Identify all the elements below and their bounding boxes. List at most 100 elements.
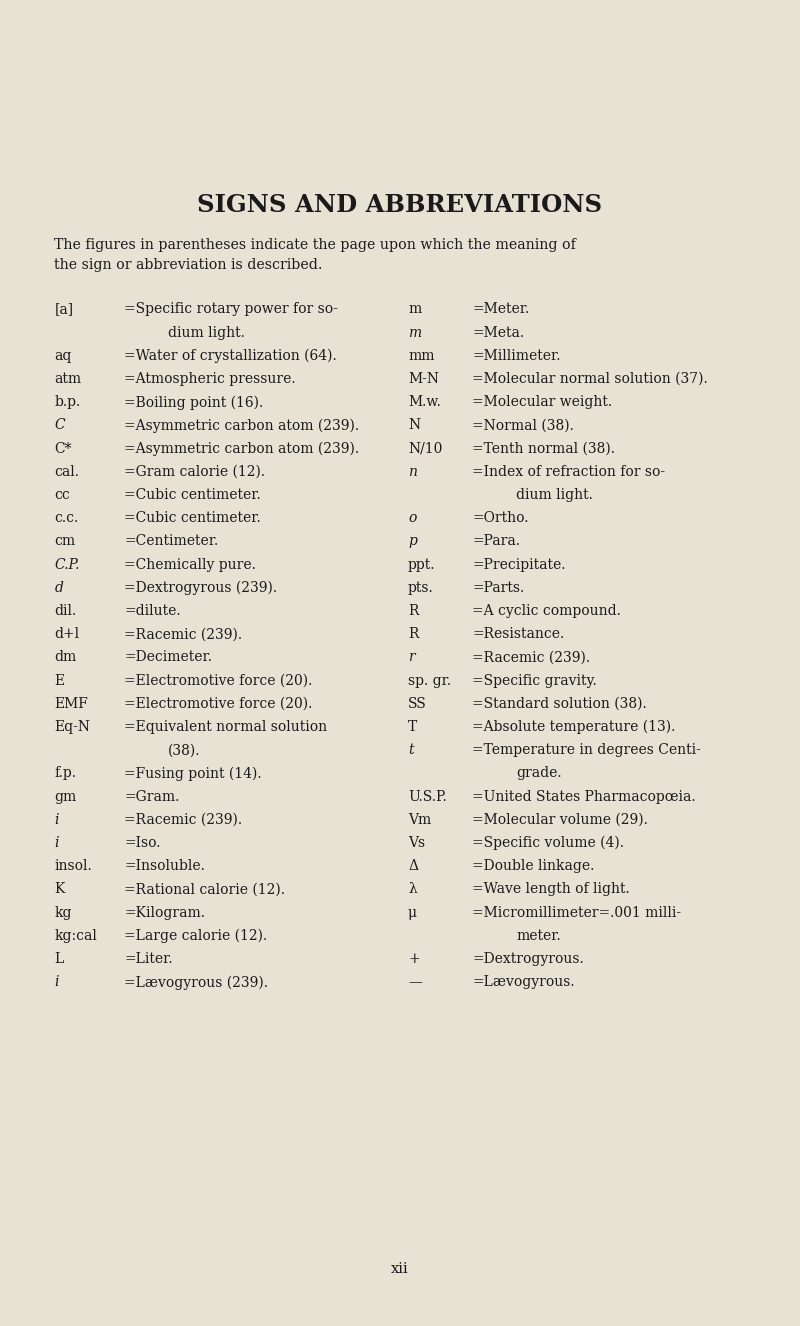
Text: =Millimeter.: =Millimeter. bbox=[472, 349, 561, 363]
Text: r: r bbox=[408, 650, 414, 664]
Text: =Chemically pure.: =Chemically pure. bbox=[124, 557, 256, 572]
Text: Eq-N: Eq-N bbox=[54, 720, 90, 735]
Text: =Absolute temperature (13).: =Absolute temperature (13). bbox=[472, 720, 675, 735]
Text: =Molecular volume (29).: =Molecular volume (29). bbox=[472, 813, 648, 827]
Text: =Lævogyrous (239).: =Lævogyrous (239). bbox=[124, 975, 268, 989]
Text: =Meta.: =Meta. bbox=[472, 325, 524, 339]
Text: mm: mm bbox=[408, 349, 434, 363]
Text: kg:cal: kg:cal bbox=[54, 928, 98, 943]
Text: i: i bbox=[54, 975, 59, 989]
Text: R: R bbox=[408, 627, 418, 642]
Text: =Liter.: =Liter. bbox=[124, 952, 173, 967]
Text: =Decimeter.: =Decimeter. bbox=[124, 650, 212, 664]
Text: dium light.: dium light. bbox=[168, 325, 245, 339]
Text: C.P.: C.P. bbox=[54, 557, 80, 572]
Text: dium light.: dium light. bbox=[516, 488, 593, 503]
Text: =Standard solution (38).: =Standard solution (38). bbox=[472, 696, 646, 711]
Text: M-N: M-N bbox=[408, 371, 439, 386]
Text: =Centimeter.: =Centimeter. bbox=[124, 534, 218, 549]
Text: f.p.: f.p. bbox=[54, 766, 77, 781]
Text: i: i bbox=[54, 835, 59, 850]
Text: N/10: N/10 bbox=[408, 442, 442, 456]
Text: the sign or abbreviation is described.: the sign or abbreviation is described. bbox=[54, 257, 323, 272]
Text: =Racemic (239).: =Racemic (239). bbox=[472, 650, 590, 664]
Text: T: T bbox=[408, 720, 418, 735]
Text: =Ortho.: =Ortho. bbox=[472, 511, 529, 525]
Text: =Temperature in degrees Centi-: =Temperature in degrees Centi- bbox=[472, 743, 701, 757]
Text: E: E bbox=[54, 674, 65, 688]
Text: =Parts.: =Parts. bbox=[472, 581, 524, 595]
Text: =Atmospheric pressure.: =Atmospheric pressure. bbox=[124, 371, 296, 386]
Text: =Normal (38).: =Normal (38). bbox=[472, 418, 574, 432]
Text: =dilute.: =dilute. bbox=[124, 603, 181, 618]
Text: Vm: Vm bbox=[408, 813, 431, 827]
Text: m: m bbox=[408, 302, 422, 317]
Text: =Fusing point (14).: =Fusing point (14). bbox=[124, 766, 262, 781]
Text: gm: gm bbox=[54, 789, 77, 804]
Text: L: L bbox=[54, 952, 64, 967]
Text: =Tenth normal (38).: =Tenth normal (38). bbox=[472, 442, 615, 456]
Text: grade.: grade. bbox=[516, 766, 562, 781]
Text: =Insoluble.: =Insoluble. bbox=[124, 859, 205, 874]
Text: [a]: [a] bbox=[54, 302, 74, 317]
Text: t: t bbox=[408, 743, 414, 757]
Text: d: d bbox=[54, 581, 63, 595]
Text: pts.: pts. bbox=[408, 581, 434, 595]
Text: =Cubic centimeter.: =Cubic centimeter. bbox=[124, 511, 261, 525]
Text: d+l: d+l bbox=[54, 627, 79, 642]
Text: =Kilogram.: =Kilogram. bbox=[124, 906, 205, 920]
Text: =Lævogyrous.: =Lævogyrous. bbox=[472, 975, 574, 989]
Text: =Dextrogyrous (239).: =Dextrogyrous (239). bbox=[124, 581, 277, 595]
Text: SIGNS AND ABBREVIATIONS: SIGNS AND ABBREVIATIONS bbox=[198, 194, 602, 217]
Text: —: — bbox=[408, 975, 422, 989]
Text: atm: atm bbox=[54, 371, 82, 386]
Text: =Resistance.: =Resistance. bbox=[472, 627, 564, 642]
Text: N: N bbox=[408, 418, 420, 432]
Text: kg: kg bbox=[54, 906, 72, 920]
Text: =Specific rotary power for so-: =Specific rotary power for so- bbox=[124, 302, 338, 317]
Text: R: R bbox=[408, 603, 418, 618]
Text: The figures in parentheses indicate the page upon which the meaning of: The figures in parentheses indicate the … bbox=[54, 237, 576, 252]
Text: =Index of refraction for so-: =Index of refraction for so- bbox=[472, 464, 665, 479]
Text: =Racemic (239).: =Racemic (239). bbox=[124, 627, 242, 642]
Text: =Asymmetric carbon atom (239).: =Asymmetric carbon atom (239). bbox=[124, 442, 359, 456]
Text: =Micromillimeter=.001 milli-: =Micromillimeter=.001 milli- bbox=[472, 906, 681, 920]
Text: =Dextrogyrous.: =Dextrogyrous. bbox=[472, 952, 584, 967]
Text: Vs: Vs bbox=[408, 835, 425, 850]
Text: m: m bbox=[408, 325, 421, 339]
Text: EMF: EMF bbox=[54, 696, 88, 711]
Text: =Cubic centimeter.: =Cubic centimeter. bbox=[124, 488, 261, 503]
Text: =Molecular weight.: =Molecular weight. bbox=[472, 395, 612, 410]
Text: =Electromotive force (20).: =Electromotive force (20). bbox=[124, 674, 312, 688]
Text: c.c.: c.c. bbox=[54, 511, 78, 525]
Text: =Asymmetric carbon atom (239).: =Asymmetric carbon atom (239). bbox=[124, 418, 359, 432]
Text: =Molecular normal solution (37).: =Molecular normal solution (37). bbox=[472, 371, 708, 386]
Text: =Double linkage.: =Double linkage. bbox=[472, 859, 594, 874]
Text: ppt.: ppt. bbox=[408, 557, 435, 572]
Text: cal.: cal. bbox=[54, 464, 79, 479]
Text: dil.: dil. bbox=[54, 603, 77, 618]
Text: =Electromotive force (20).: =Electromotive force (20). bbox=[124, 696, 312, 711]
Text: =A cyclic compound.: =A cyclic compound. bbox=[472, 603, 621, 618]
Text: insol.: insol. bbox=[54, 859, 92, 874]
Text: dm: dm bbox=[54, 650, 77, 664]
Text: =Specific volume (4).: =Specific volume (4). bbox=[472, 835, 624, 850]
Text: =Gram calorie (12).: =Gram calorie (12). bbox=[124, 464, 265, 479]
Text: =Equivalent normal solution: =Equivalent normal solution bbox=[124, 720, 327, 735]
Text: =Specific gravity.: =Specific gravity. bbox=[472, 674, 597, 688]
Text: μ: μ bbox=[408, 906, 417, 920]
Text: n: n bbox=[408, 464, 417, 479]
Text: b.p.: b.p. bbox=[54, 395, 81, 410]
Text: Δ: Δ bbox=[408, 859, 418, 874]
Text: M.w.: M.w. bbox=[408, 395, 441, 410]
Text: SS: SS bbox=[408, 696, 426, 711]
Text: =Precipitate.: =Precipitate. bbox=[472, 557, 566, 572]
Text: cm: cm bbox=[54, 534, 75, 549]
Text: =Rational calorie (12).: =Rational calorie (12). bbox=[124, 882, 285, 896]
Text: o: o bbox=[408, 511, 416, 525]
Text: xii: xii bbox=[391, 1261, 409, 1276]
Text: cc: cc bbox=[54, 488, 70, 503]
Text: C: C bbox=[54, 418, 65, 432]
Text: U.S.P.: U.S.P. bbox=[408, 789, 446, 804]
Text: =Gram.: =Gram. bbox=[124, 789, 179, 804]
